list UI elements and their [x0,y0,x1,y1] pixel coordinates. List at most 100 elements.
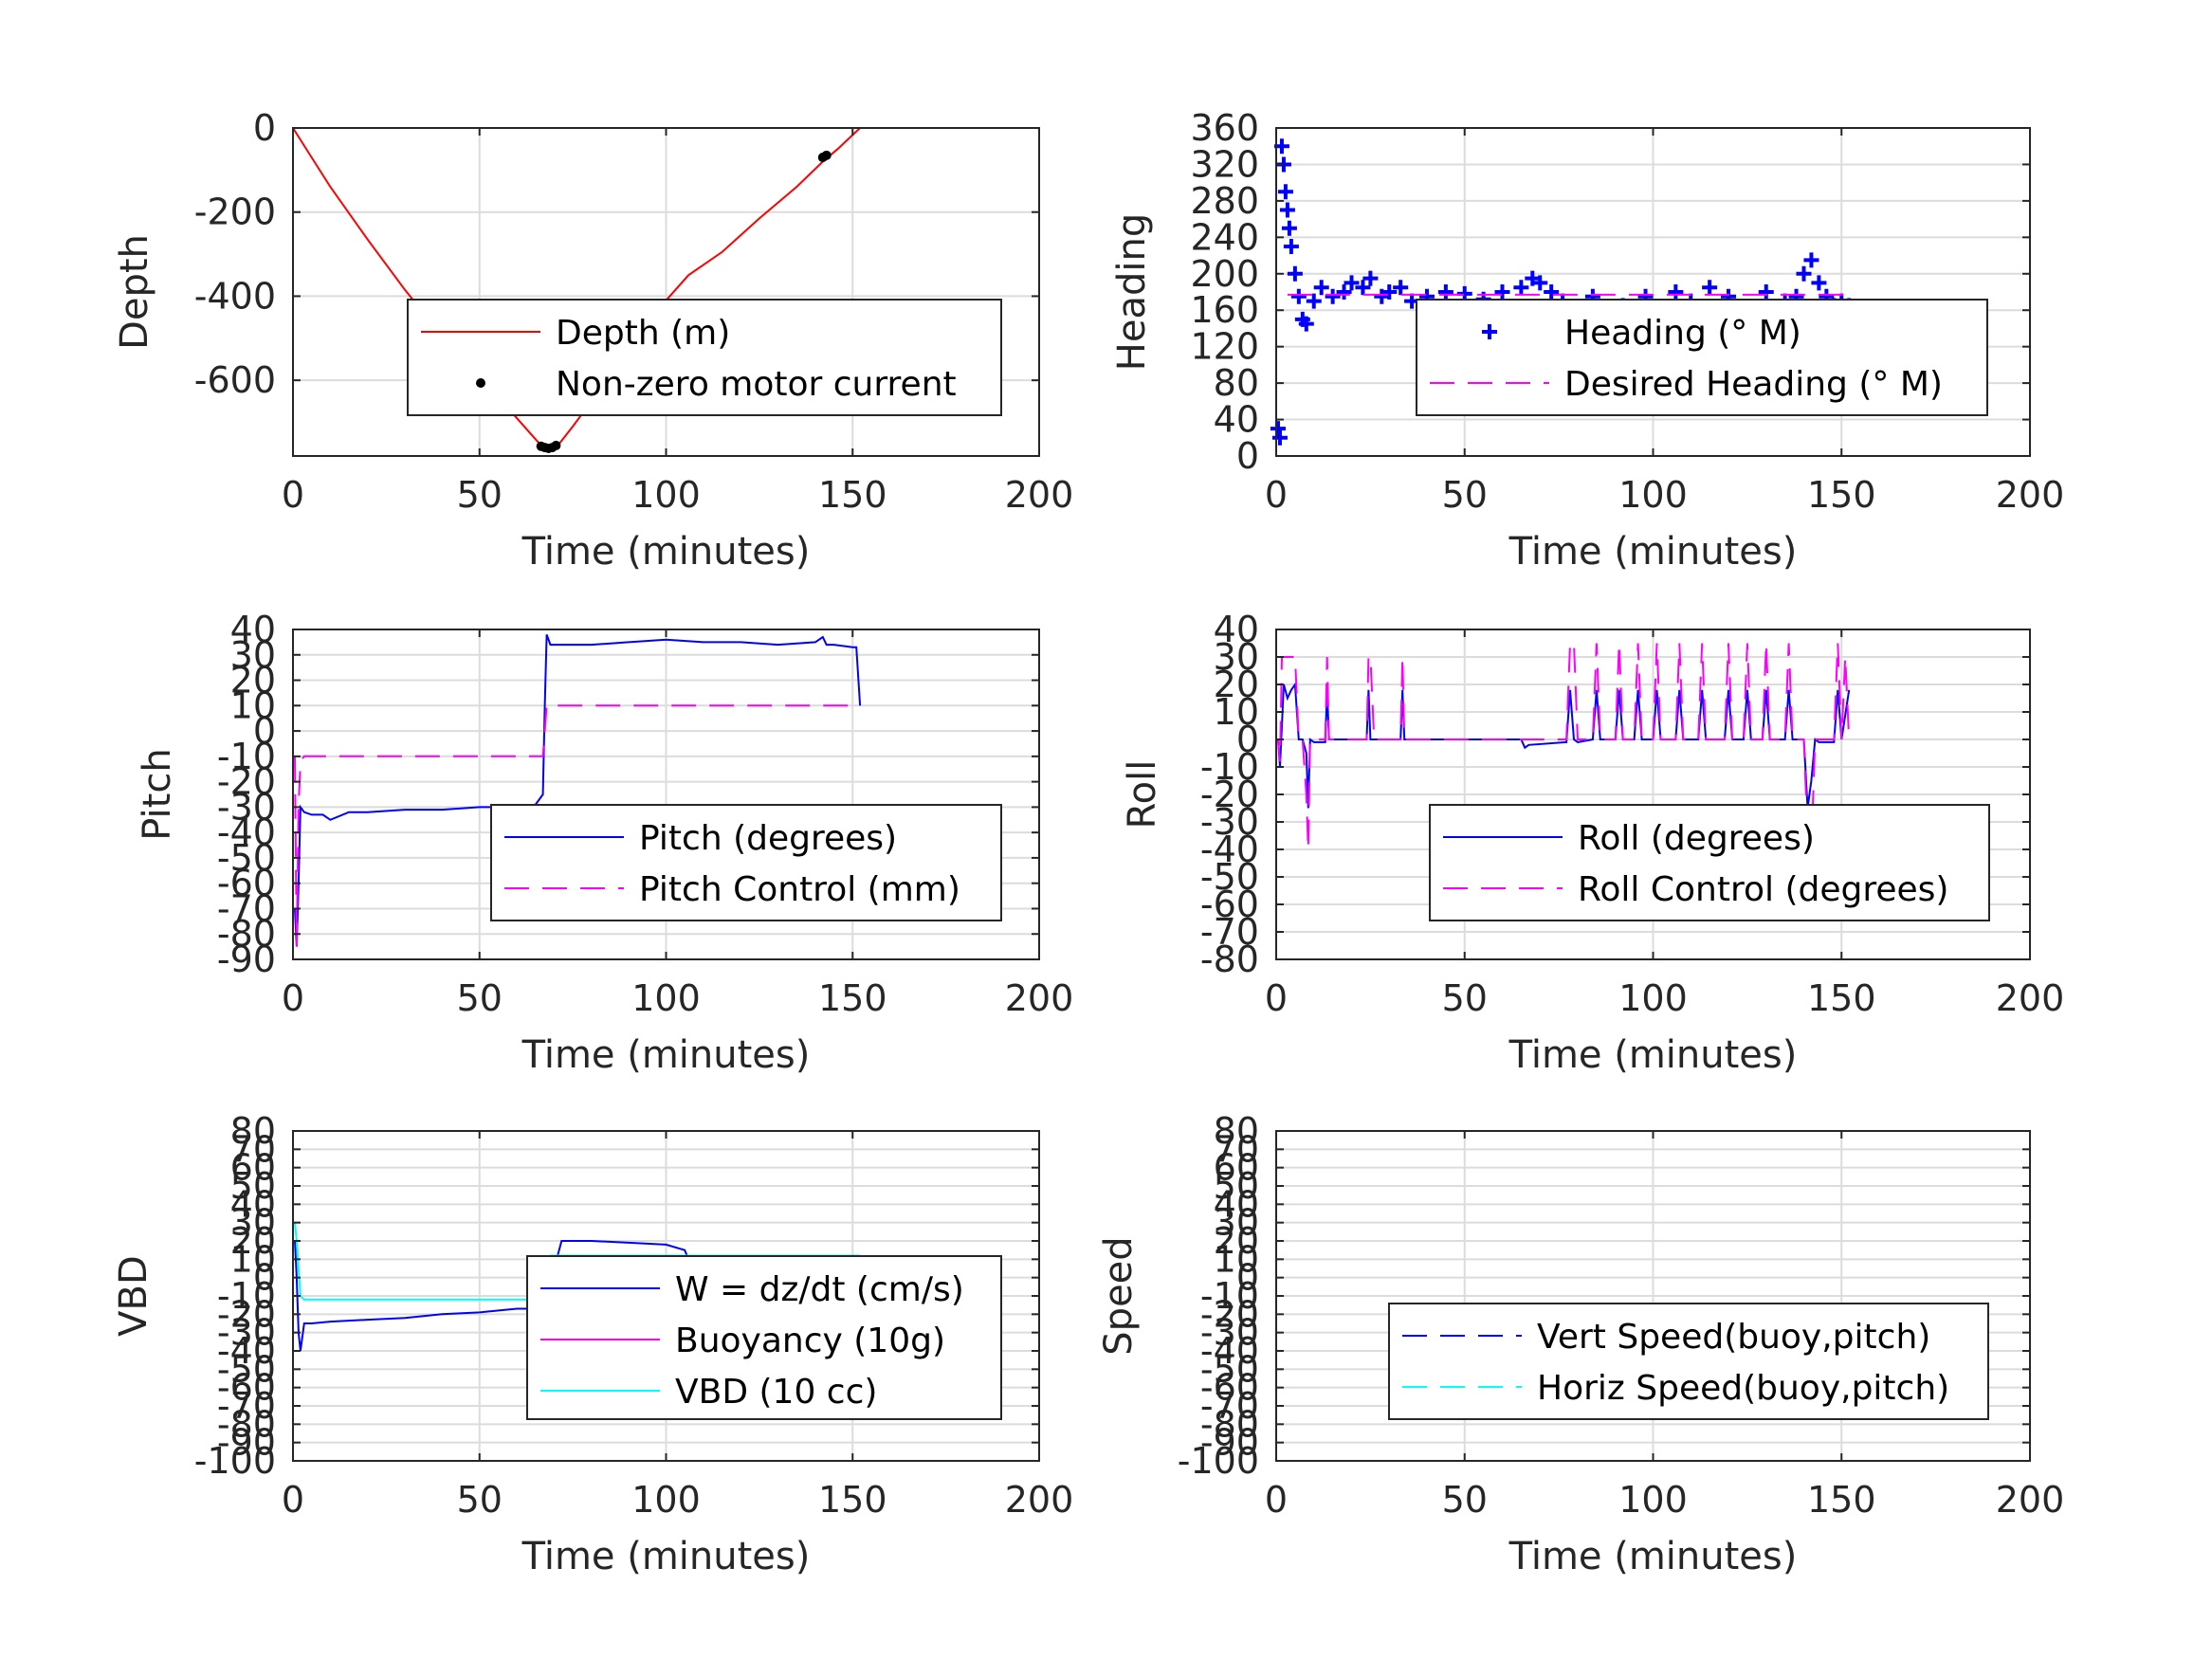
data-point [1271,429,1288,446]
y-tick-label: 10 [1214,1238,1259,1280]
y-tick-label: 20 [230,660,276,702]
y-tick-label: -10 [1200,1275,1259,1317]
x-tick-label: 150 [1807,1479,1876,1521]
y-tick-label: 10 [1214,691,1259,733]
legend-label: Horiz Speed(buoy,pitch) [1537,1369,1949,1408]
y-tick-label: 20 [230,1220,276,1262]
x-tick-label: 200 [1005,1479,1074,1521]
chart-roll: 0 50 100 150 200403020100-10-20-30-40-50-60-… [1121,609,2064,1077]
y-tick-label: -40 [217,811,276,853]
y-tick-label: 160 [1190,289,1259,331]
legend-box [1416,299,1988,416]
x-tick-label: 150 [1807,977,1876,1019]
data-point [1437,284,1453,300]
y-tick-label: 20 [1214,664,1259,705]
legend-box [490,804,1002,921]
legend-label: VBD (10 cc) [675,1373,877,1412]
legend: Pitch (degrees) Pitch Control (mm) [490,804,1002,921]
y-tick-label: 70 [230,1128,276,1170]
y-tick-label: -20 [1200,774,1259,815]
legend-label: Non-zero motor current [556,365,957,404]
y-tick-label: 320 [1190,143,1259,185]
y-axis-label: VBD [112,1255,155,1337]
y-tick-label: 50 [1214,1165,1259,1207]
x-tick-label: 50 [457,474,503,516]
legend: Vert Speed(buoy,pitch) Horiz Speed(buoy,p… [1388,1303,1989,1420]
y-tick-label: -70 [217,887,276,929]
y-tick-label: -10 [217,1275,276,1317]
y-tick-label: -200 [194,191,276,233]
y-tick-label: -90 [217,1422,276,1464]
legend-box [1388,1303,1989,1420]
y-tick-label: 0 [1236,435,1259,477]
data-point [1287,265,1303,282]
legend-label: Heading (° M) [1564,314,1801,353]
x-axis-label: Time (minutes) [1508,1535,1798,1578]
legend-box [526,1255,1002,1420]
y-tick-label: 50 [230,1165,276,1207]
y-tick-label: -100 [194,1440,276,1482]
y-tick-label: 30 [230,634,276,676]
y-tick-label: -20 [217,1293,276,1335]
y-tick-label: 40 [1214,399,1259,441]
y-tick-label: 0 [253,1257,276,1299]
y-tick-label: -60 [217,863,276,904]
y-tick-label: -10 [1200,746,1259,788]
legend: Heading (° M) Desired Heading (° M) [1416,299,1988,416]
legend: W = dz/dt (cm/s) Buoyancy (10g) VBD (10 cc… [526,1255,1002,1420]
x-tick-label: 200 [1996,977,2065,1019]
y-tick-label: 240 [1190,216,1259,258]
legend-label: W = dz/dt (cm/s) [675,1270,964,1309]
y-tick-label: 40 [1214,609,1259,650]
x-axis-label: Time (minutes) [1508,1033,1798,1077]
y-tick-label: -30 [217,1312,276,1354]
y-tick-label: -50 [1200,856,1259,898]
y-tick-label: -90 [217,939,276,980]
y-axis-label: Speed [1097,1236,1141,1355]
data-point [821,150,832,160]
x-tick-label: 0 [1265,474,1288,516]
x-tick-label: 0 [1265,977,1288,1019]
x-tick-label: 100 [631,1479,701,1521]
y-tick-label: 70 [1214,1128,1259,1170]
y-tick-label: -40 [1200,829,1259,870]
y-tick-label: -90 [1200,1422,1259,1464]
legend-label: Pitch Control (mm) [639,870,960,909]
legend-label: Pitch (degrees) [639,819,897,858]
x-tick-label: 50 [1442,977,1488,1019]
y-tick-label: -40 [1200,1330,1259,1372]
legend-box [1429,804,1990,921]
y-tick-label: 40 [1214,1183,1259,1225]
legend-label: Roll (degrees) [1578,819,1815,858]
y-tick-label: 60 [230,1147,276,1189]
y-axis-label: Heading [1110,213,1154,371]
y-tick-label: 200 [1190,253,1259,295]
y-tick-label: 30 [230,1202,276,1244]
series-line-1 [1277,642,1851,850]
y-tick-label: -30 [1200,1312,1259,1354]
legend-label: Vert Speed(buoy,pitch) [1537,1318,1930,1357]
y-tick-label: 360 [1190,107,1259,149]
x-tick-label: 50 [457,977,503,1019]
y-tick-label: 0 [253,710,276,752]
data-point [1381,284,1398,300]
y-tick-label: 20 [1214,1220,1259,1262]
y-tick-label: -60 [1200,1367,1259,1409]
y-tick-label: -20 [217,761,276,803]
y-tick-label: -50 [217,837,276,879]
x-tick-label: 0 [1265,1479,1288,1521]
x-tick-label: 50 [457,1479,503,1521]
y-tick-label: -10 [217,736,276,777]
data-point [1393,280,1409,296]
legend-label: Buoyancy (10g) [675,1322,945,1360]
chart-speed: 0 50 100 150 20080706050403020100-10-20-30-4… [1097,1110,2064,1578]
data-point [1702,280,1718,296]
data-point [1513,280,1529,296]
y-tick-label: 30 [1214,1202,1259,1244]
y-tick-label: -30 [217,786,276,828]
data-point [1668,284,1684,300]
x-tick-label: 200 [1996,1479,2065,1521]
legend-marker [1482,324,1497,339]
legend: Roll (degrees) Roll Control (degrees) [1429,804,1990,921]
